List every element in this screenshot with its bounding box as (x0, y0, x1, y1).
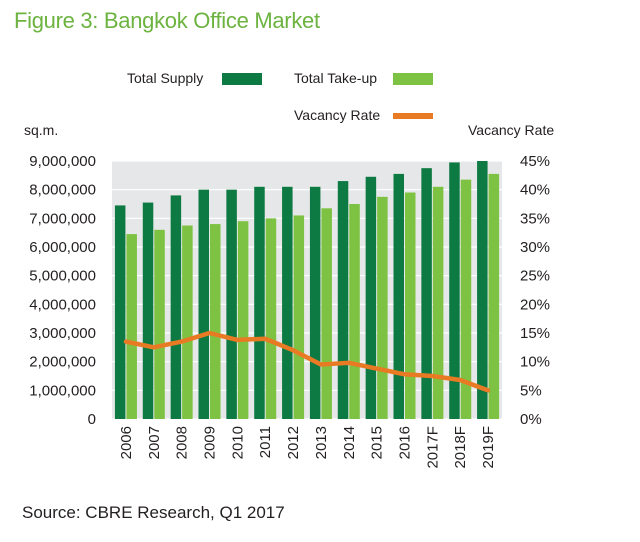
x-tick-label: 2015 (369, 426, 386, 459)
right-tick-label: 10% (520, 354, 550, 371)
right-tick-label: 25% (520, 268, 550, 285)
right-tick-label: 30% (520, 239, 550, 256)
right-tick-label: 20% (520, 296, 550, 313)
bar-takeup (349, 204, 360, 419)
source-note: Source: CBRE Research, Q1 2017 (22, 503, 285, 522)
left-tick-label: 0 (88, 411, 96, 428)
right-tick-label: 45% (520, 153, 550, 170)
legend-swatch-takeup (393, 73, 433, 85)
x-tick-label: 2017F (424, 426, 441, 469)
bar-takeup (154, 229, 165, 419)
right-tick-label: 5% (520, 382, 542, 399)
right-tick-label: 35% (520, 210, 550, 227)
x-tick-label: 2012 (285, 426, 302, 459)
bar-takeup (237, 221, 249, 419)
chart: 0 1,000,000 2,000,000 3,000,000 4,000,000 5,0… (24, 70, 554, 469)
plot-background (112, 161, 502, 419)
x-tick-label: 2014 (341, 426, 358, 459)
bar-supply (421, 168, 432, 419)
bar-takeup (321, 208, 332, 419)
x-tick-label: 2010 (229, 426, 246, 459)
left-tick-label: 4,000,000 (29, 296, 96, 313)
right-axis-label: Vacancy Rate (468, 122, 554, 138)
bar-supply (114, 205, 126, 419)
bar-supply (393, 173, 404, 419)
right-axis: 0% 5% 10% 15% 20% 25% 30% 35% 40% 45% (520, 153, 550, 428)
left-axis-label: sq.m. (24, 122, 58, 138)
legend-label-takeup: Total Take-up (294, 70, 377, 86)
bar-supply (282, 186, 293, 419)
vacancy-series (123, 330, 491, 393)
bar-takeup (210, 224, 221, 419)
x-tick-label: 2007 (146, 426, 163, 459)
legend: Total Supply Total Take-up Vacancy Rate (127, 70, 433, 123)
bar-supply (226, 189, 237, 419)
left-tick-label: 7,000,000 (29, 210, 96, 227)
bar-takeup (405, 192, 416, 419)
left-tick-label: 5,000,000 (29, 268, 96, 285)
bar-supply (198, 189, 209, 419)
right-tick-label: 0% (520, 411, 542, 428)
bar-takeup (488, 173, 500, 419)
bar-supply (254, 186, 265, 419)
bar-supply (142, 202, 154, 419)
chart-title: Figure 3: Bangkok Office Market (14, 8, 320, 33)
legend-swatch-supply (222, 73, 262, 85)
left-tick-label: 2,000,000 (29, 354, 96, 371)
left-tick-label: 9,000,000 (29, 153, 96, 170)
bar-supply (477, 161, 488, 419)
legend-label-vacancy: Vacancy Rate (294, 107, 380, 123)
x-axis: 2006 2007 2008 2009 2010 2011 2012 2013 2014 2015… (118, 426, 497, 469)
left-tick-label: 1,000,000 (29, 382, 96, 399)
x-tick-label: 2006 (118, 426, 135, 459)
bar-supply (337, 181, 349, 419)
x-tick-label: 2008 (174, 426, 191, 459)
bar-supply (309, 186, 321, 419)
left-tick-label: 6,000,000 (29, 239, 96, 256)
bar-takeup (460, 179, 472, 419)
bar-supply (170, 195, 182, 419)
bar-takeup (432, 186, 444, 419)
x-tick-label: 2016 (397, 426, 414, 459)
bar-takeup (377, 196, 388, 419)
x-tick-label: 2013 (313, 426, 330, 459)
x-tick-label: 2018F (452, 426, 469, 469)
vacancy-line (123, 330, 491, 393)
bar-takeup (126, 234, 137, 419)
bar-supply (365, 176, 377, 419)
left-tick-label: 8,000,000 (29, 182, 96, 199)
x-tick-label: 2011 (257, 426, 274, 458)
left-axis: 0 1,000,000 2,000,000 3,000,000 4,000,000 5,0… (29, 153, 96, 428)
legend-label-supply: Total Supply (127, 70, 203, 86)
x-tick-label: 2009 (202, 426, 219, 459)
x-tick-label: 2019F (480, 426, 497, 469)
bars (114, 161, 500, 419)
left-tick-label: 3,000,000 (29, 325, 96, 342)
bar-takeup (265, 218, 277, 419)
bar-takeup (182, 225, 193, 419)
bar-supply (449, 162, 460, 419)
right-tick-label: 15% (520, 325, 550, 342)
right-tick-label: 40% (520, 182, 550, 199)
bar-takeup (293, 215, 305, 419)
